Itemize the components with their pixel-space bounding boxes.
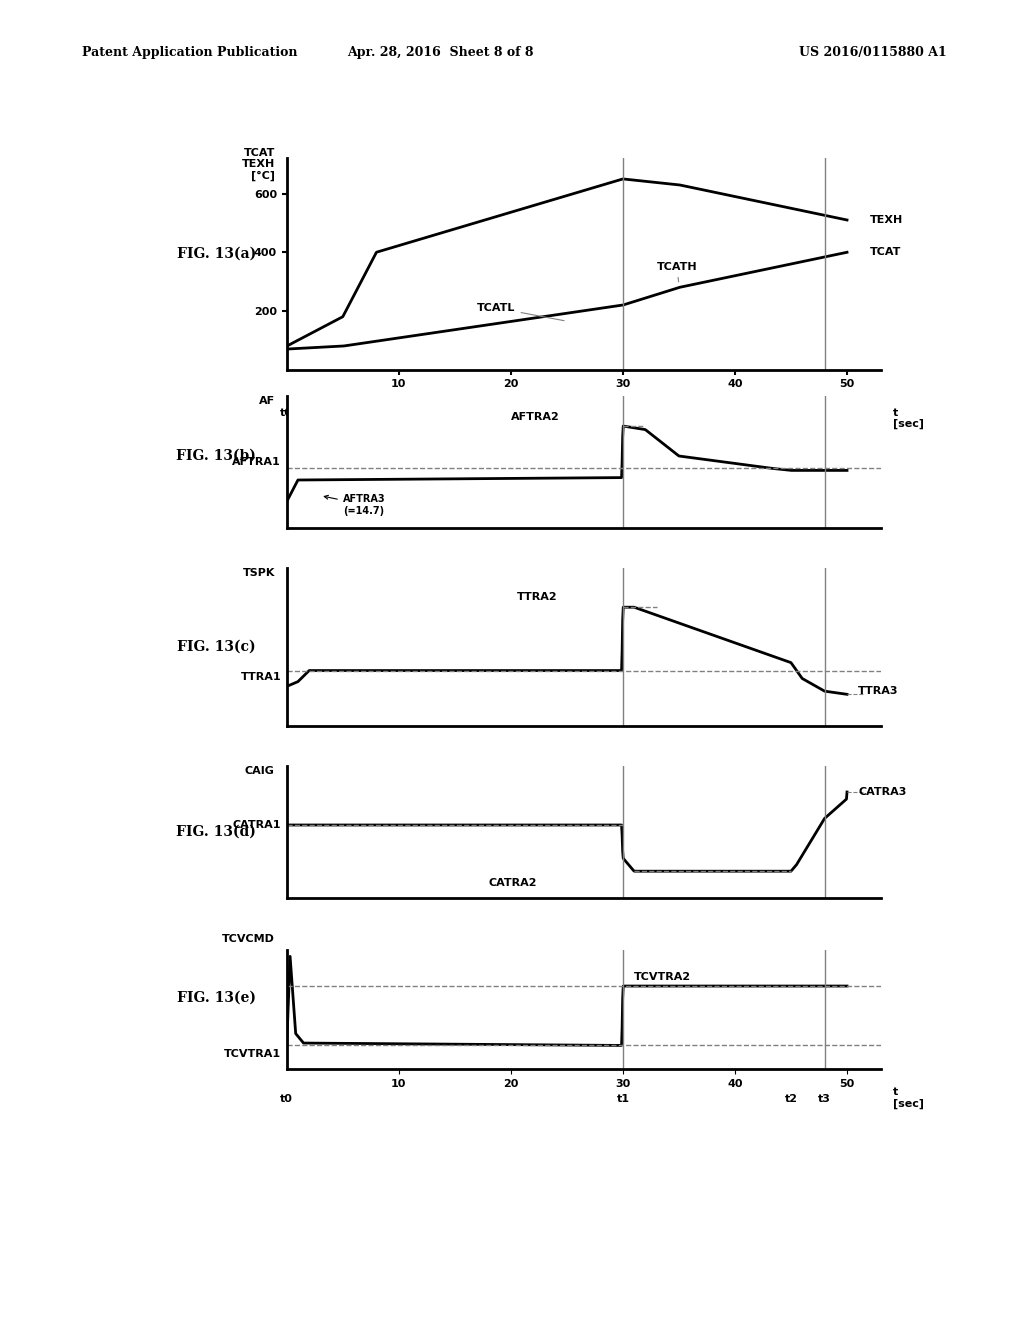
Text: CAIG: CAIG xyxy=(245,766,274,776)
Text: FIG. 13(e): FIG. 13(e) xyxy=(177,991,256,1005)
Text: TCAT
TEXH
[°C]: TCAT TEXH [°C] xyxy=(242,148,274,181)
Text: CATRA3: CATRA3 xyxy=(858,787,906,797)
Text: AFTRA1: AFTRA1 xyxy=(232,457,282,467)
Text: TCATH: TCATH xyxy=(656,261,697,281)
Text: t0: t0 xyxy=(281,408,293,417)
Text: TTRA1: TTRA1 xyxy=(241,672,282,682)
Text: t0: t0 xyxy=(281,1094,293,1105)
Text: FIG. 13(a): FIG. 13(a) xyxy=(177,247,256,260)
Text: FIG. 13(c): FIG. 13(c) xyxy=(177,640,256,653)
Text: AFTRA2: AFTRA2 xyxy=(511,412,559,422)
Text: Apr. 28, 2016  Sheet 8 of 8: Apr. 28, 2016 Sheet 8 of 8 xyxy=(347,46,534,59)
Text: Patent Application Publication: Patent Application Publication xyxy=(82,46,297,59)
Text: TCVTRA1: TCVTRA1 xyxy=(224,1049,282,1059)
Text: TCVTRA2: TCVTRA2 xyxy=(634,973,691,982)
Text: TCAT: TCAT xyxy=(869,247,901,257)
Text: TCVCMD: TCVCMD xyxy=(222,935,274,945)
Text: AF: AF xyxy=(259,396,274,407)
Text: AFTRA3
(=14.7): AFTRA3 (=14.7) xyxy=(325,494,385,516)
Text: t3: t3 xyxy=(818,1094,831,1105)
Text: US 2016/0115880 A1: US 2016/0115880 A1 xyxy=(799,46,946,59)
Text: t
[sec]: t [sec] xyxy=(893,408,924,429)
Text: TEXH: TEXH xyxy=(869,215,903,224)
Text: TSPK: TSPK xyxy=(243,568,274,578)
Text: CATRA2: CATRA2 xyxy=(488,878,537,888)
Text: TTRA3: TTRA3 xyxy=(858,686,899,696)
Text: t
[sec]: t [sec] xyxy=(893,1088,924,1109)
Text: t2: t2 xyxy=(784,1094,798,1105)
Text: TTRA2: TTRA2 xyxy=(516,593,557,602)
Text: t1: t1 xyxy=(616,1094,630,1105)
Text: FIG. 13(b): FIG. 13(b) xyxy=(176,449,256,462)
Text: CATRA1: CATRA1 xyxy=(232,820,282,830)
Text: TCATL: TCATL xyxy=(477,302,564,321)
Text: FIG. 13(d): FIG. 13(d) xyxy=(176,825,256,838)
